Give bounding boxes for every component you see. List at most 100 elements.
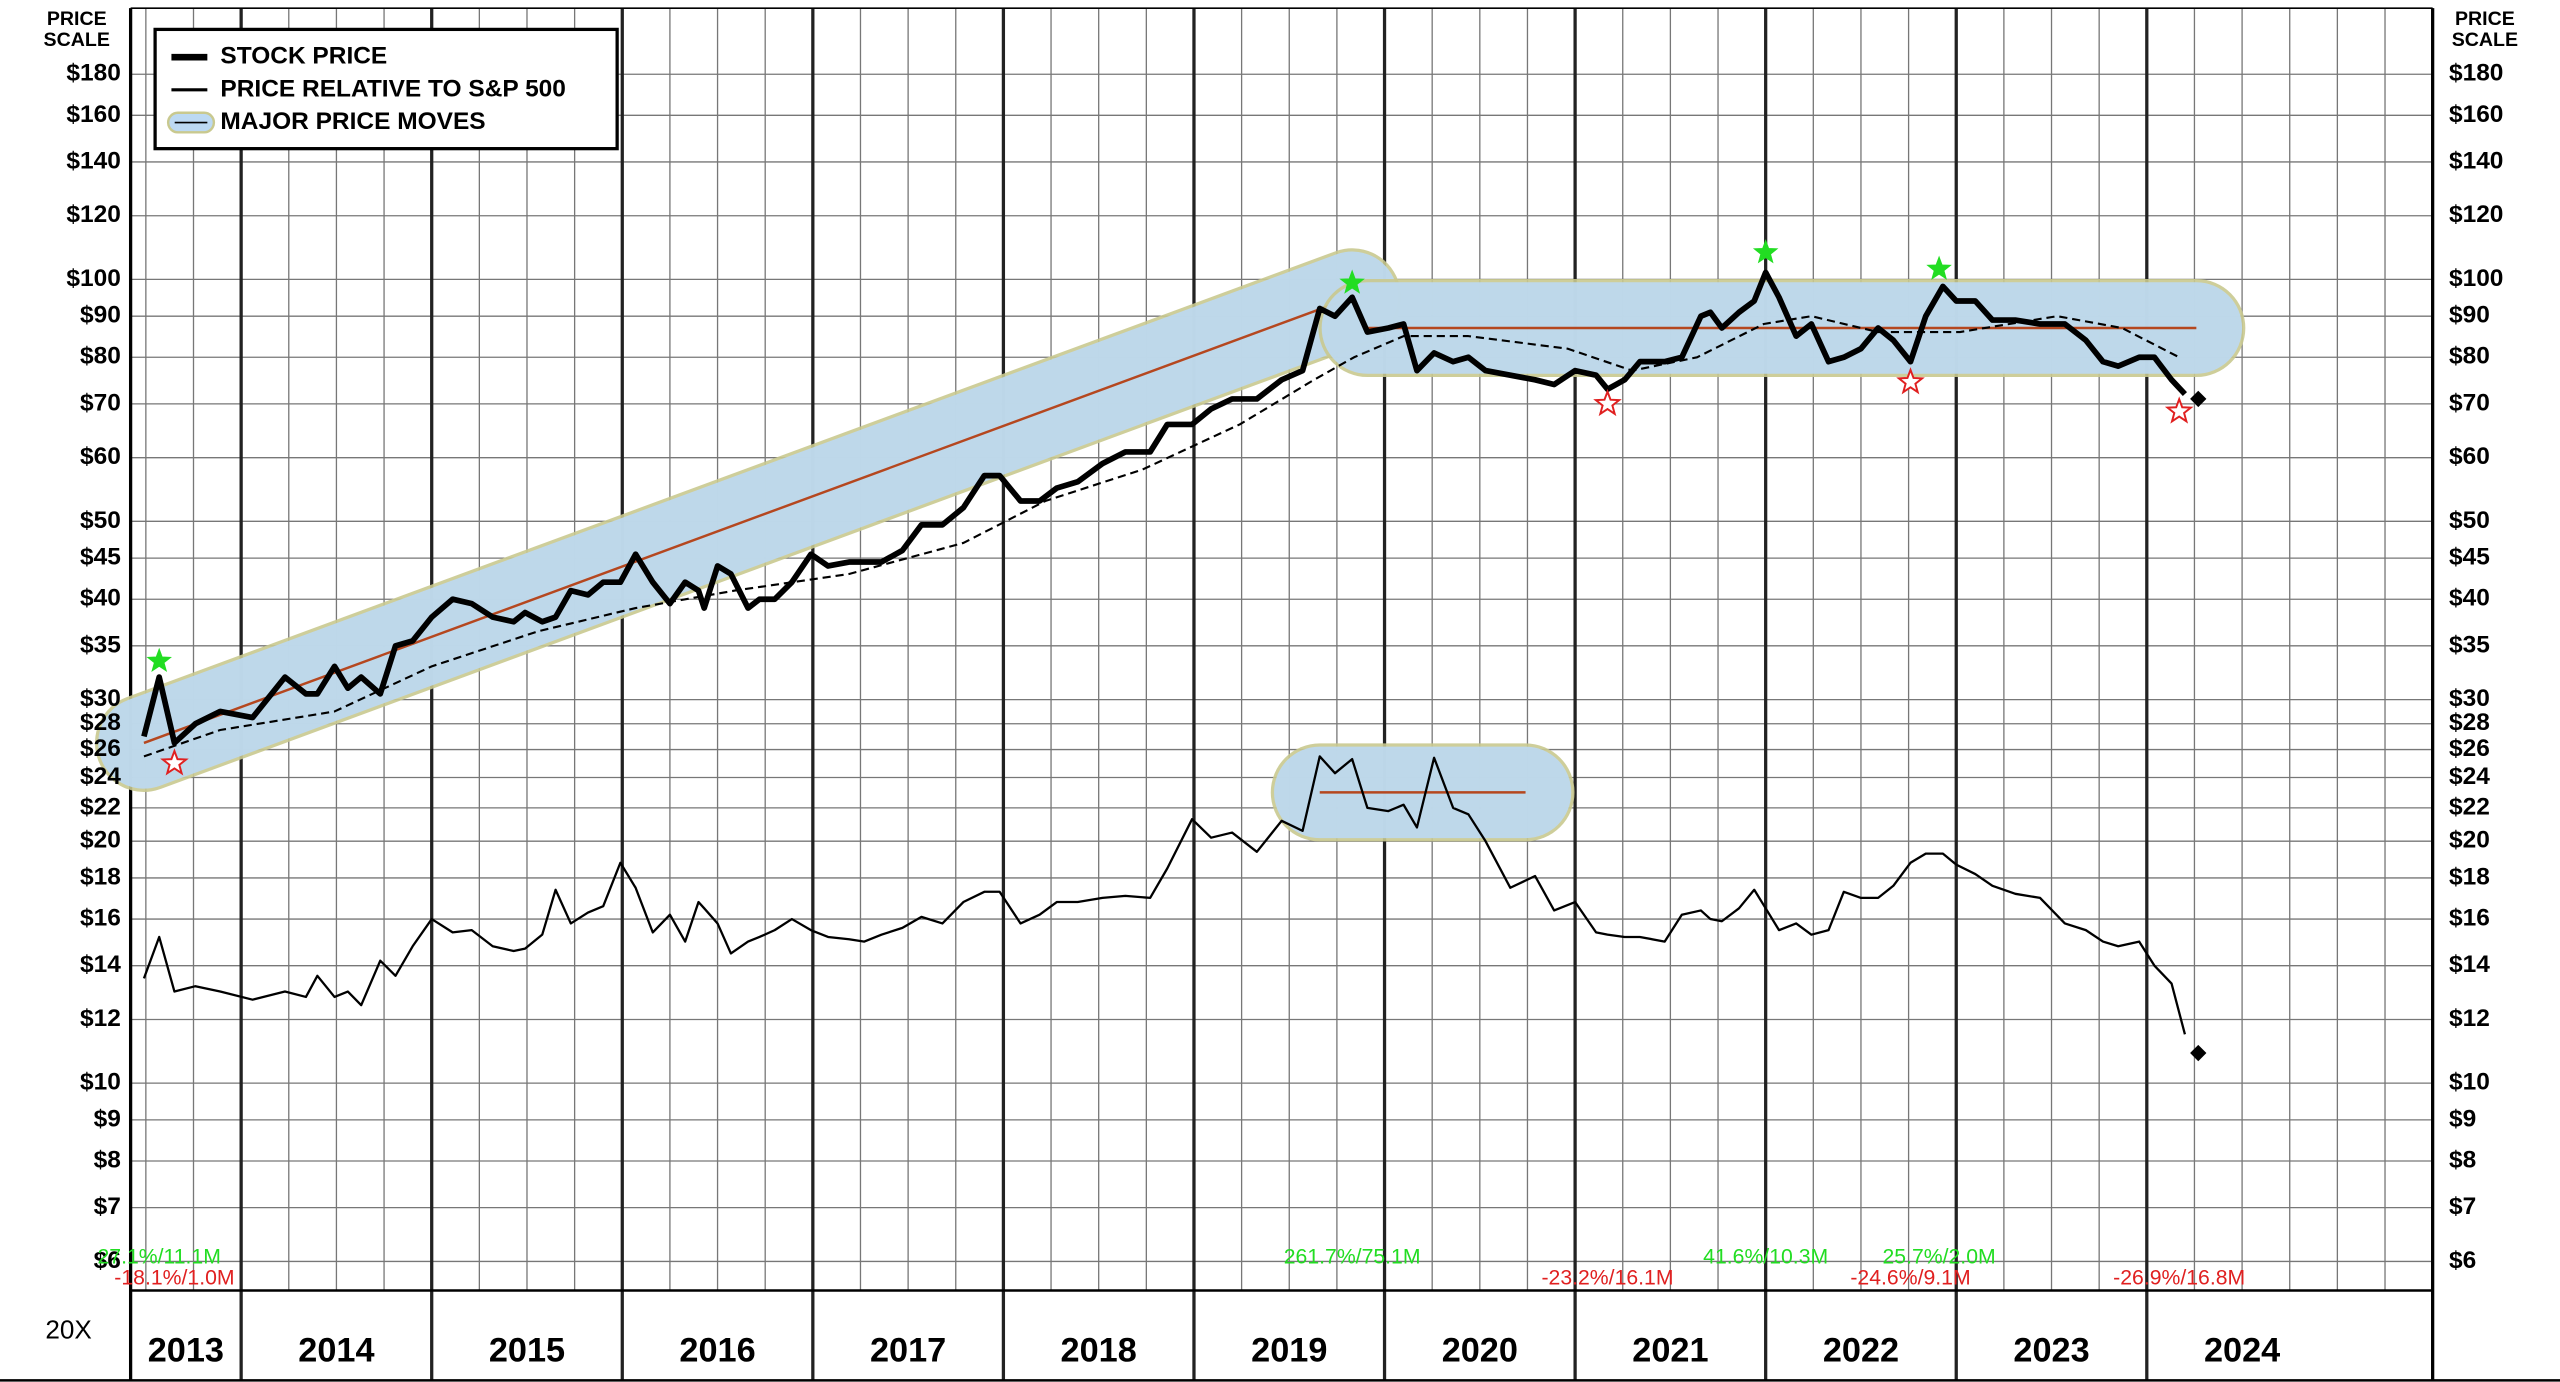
- y2-axis-label: SCALE: [2452, 29, 2518, 51]
- high-move-label: 41.6%/10.3M: [1703, 1245, 1828, 1268]
- x-tick-label: 2016: [679, 1332, 755, 1370]
- y2-tick-label: $140: [2449, 147, 2503, 174]
- y-tick-label: $9: [94, 1105, 121, 1132]
- x-tick-label: 2023: [2013, 1332, 2089, 1370]
- low-move-label: -26.9%/16.8M: [2113, 1267, 2245, 1290]
- y2-tick-label: $100: [2449, 265, 2503, 292]
- x-tick-label: 2015: [489, 1332, 565, 1370]
- high-star: [1752, 239, 1779, 264]
- legend-label: PRICE RELATIVE TO S&P 500: [220, 75, 566, 102]
- average-line: [143, 315, 2180, 758]
- x-tick-label: 2021: [1632, 1332, 1708, 1370]
- x-tick-label: 2014: [298, 1332, 374, 1370]
- y2-tick-label: $120: [2449, 201, 2503, 228]
- y-tick-label: $40: [80, 585, 121, 612]
- y2-tick-label: $40: [2449, 585, 2490, 612]
- x-tick-label: 2022: [1823, 1332, 1899, 1370]
- y-tick-label: $140: [66, 147, 120, 174]
- y-tick-label: $8: [94, 1146, 121, 1173]
- high-star: [1926, 255, 1952, 280]
- y-tick-label: $160: [66, 101, 120, 128]
- y2-tick-label: $70: [2449, 389, 2490, 416]
- y2-tick-label: $28: [2449, 709, 2490, 736]
- low-move-label: -24.6%/9.1M: [1850, 1267, 1970, 1290]
- y-tick-label: $12: [80, 1005, 121, 1032]
- y2-tick-label: $35: [2449, 631, 2490, 658]
- legend-box: [153, 27, 619, 151]
- y-tick-label: $18: [80, 863, 121, 890]
- y2-tick-label: $30: [2449, 685, 2490, 712]
- y-tick-label: $80: [80, 343, 121, 370]
- low-star: [1593, 388, 1622, 417]
- y2-tick-label: $12: [2449, 1005, 2490, 1032]
- y-tick-label: $14: [80, 951, 121, 978]
- y2-tick-label: $22: [2449, 793, 2490, 820]
- y2-tick-label: $50: [2449, 507, 2490, 534]
- legend: STOCK PRICE PRICE RELATIVE TO S&P 500 MAJO…: [153, 27, 619, 151]
- labels: PRICE SCALE PRICE SCALE 20X $6 $6 $7 $7 $8 $8…: [44, 8, 2519, 1370]
- y2-tick-label: $7: [2449, 1193, 2476, 1220]
- low-move-label: -23.2%/16.1M: [1541, 1267, 1673, 1290]
- x-tick-label: 2018: [1061, 1332, 1137, 1370]
- y2-tick-label: $16: [2449, 905, 2490, 932]
- y2-tick-label: $90: [2449, 302, 2490, 329]
- x-tick-label: 2017: [870, 1332, 946, 1370]
- y-tick-label: $7: [94, 1193, 121, 1220]
- y-tick-label: $26: [80, 735, 121, 762]
- low-star: [160, 748, 189, 776]
- high-star: [146, 647, 172, 672]
- y-tick-label: $60: [80, 443, 121, 470]
- y2-tick-label: $10: [2449, 1069, 2490, 1096]
- y2-tick-label: $45: [2449, 544, 2490, 571]
- y2-tick-label: $9: [2449, 1105, 2476, 1132]
- price-lines: [141, 269, 2187, 1035]
- y2-tick-label: $18: [2449, 863, 2490, 890]
- y-tick-label: $35: [80, 631, 121, 658]
- y-tick-label: $20: [80, 827, 121, 854]
- y-tick-label: $6: [94, 1247, 121, 1274]
- x-tick-label: 2020: [1442, 1332, 1518, 1370]
- y-tick-label: $50: [80, 507, 121, 534]
- y-tick-label: $90: [80, 302, 121, 329]
- y-tick-label: $30: [80, 685, 121, 712]
- y-axis-label: SCALE: [44, 29, 110, 51]
- y2-tick-label: $60: [2449, 443, 2490, 470]
- low-star: [1896, 367, 1925, 395]
- y2-tick-label: $26: [2449, 735, 2490, 762]
- high-move-label: 25.7%/2.0M: [1882, 1245, 1995, 1268]
- x-tick-label: 2013: [148, 1332, 224, 1370]
- y2-tick-label: $160: [2449, 101, 2503, 128]
- legend-label: STOCK PRICE: [220, 43, 387, 70]
- y-tick-label: $180: [66, 60, 120, 87]
- y2-axis-label: PRICE: [2455, 8, 2515, 30]
- y-tick-label: $22: [80, 793, 121, 820]
- series-line: [141, 269, 2187, 746]
- series-line: [142, 755, 2187, 1035]
- price-move-bands: [94, 248, 2246, 842]
- price-move-trend: [143, 296, 1353, 745]
- y-tick-label: $24: [80, 763, 121, 790]
- low-star: [2164, 396, 2194, 424]
- y2-tick-label: $20: [2449, 827, 2490, 854]
- high-move-label: 27.1%/11.1M: [97, 1245, 220, 1268]
- y2-tick-label: $24: [2449, 763, 2490, 790]
- high-move-label: 261.7%/75.1M: [1284, 1245, 1421, 1268]
- y-tick-label: $10: [80, 1069, 121, 1096]
- y-tick-label: $28: [80, 709, 121, 736]
- y-tick-label: $100: [66, 265, 120, 292]
- y2-tick-label: $14: [2449, 951, 2490, 978]
- y-tick-label: $45: [80, 544, 121, 571]
- x-axis-label: 20X: [45, 1314, 91, 1344]
- high-star: [1339, 269, 1365, 294]
- y2-tick-label: $180: [2449, 60, 2503, 87]
- y-tick-label: $16: [80, 905, 121, 932]
- x-tick-label: 2024: [2204, 1332, 2280, 1370]
- x-tick-label: 2019: [1251, 1332, 1327, 1370]
- y-tick-label: $70: [80, 389, 121, 416]
- legend-label: MAJOR PRICE MOVES: [220, 108, 485, 135]
- y2-tick-label: $8: [2449, 1146, 2476, 1173]
- y-tick-label: $120: [66, 201, 120, 228]
- y-axis-label: PRICE: [47, 8, 107, 30]
